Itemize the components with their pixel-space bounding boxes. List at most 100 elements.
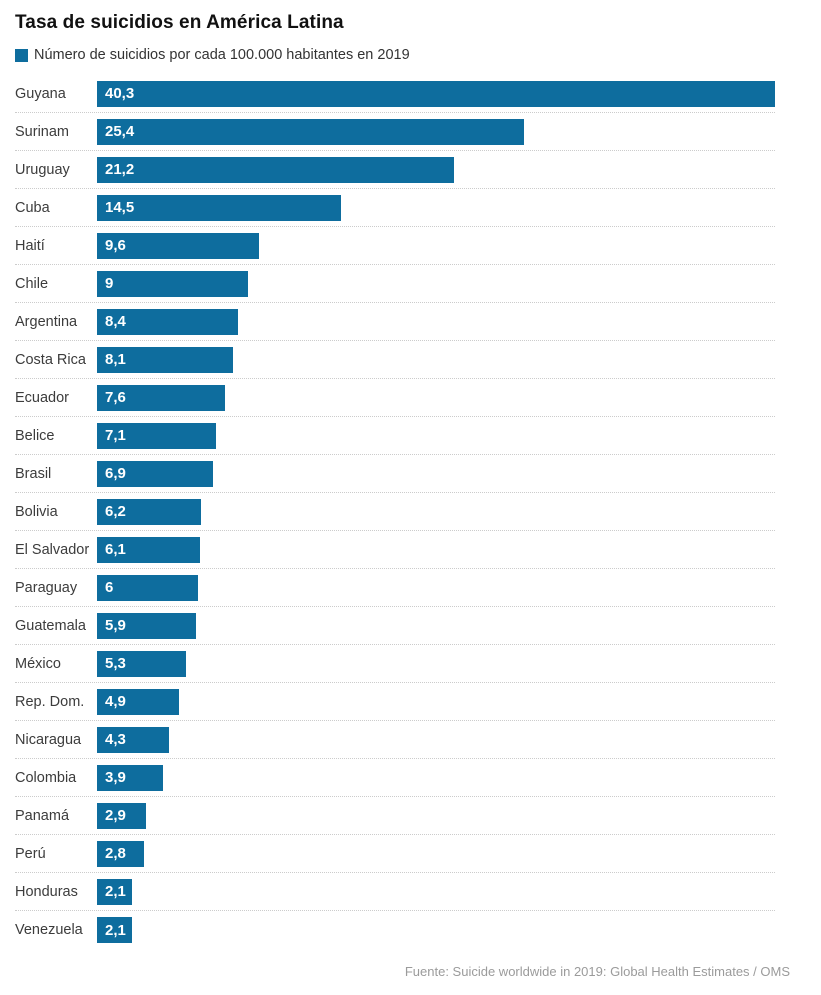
value-label: 6,1 <box>105 541 126 558</box>
chart-row: Haití 9,6 <box>15 227 775 265</box>
country-label: Costa Rica <box>15 351 86 368</box>
value-label: 21,2 <box>105 161 135 178</box>
bar-track: 14,5 <box>97 194 775 221</box>
bar-track: 3,9 <box>97 764 775 791</box>
value-label: 4,9 <box>105 693 126 710</box>
value-bar: 8,1 <box>97 346 234 373</box>
country-label: Argentina <box>15 313 78 330</box>
value-bar: 6,2 <box>97 498 202 525</box>
bar-track: 8,1 <box>97 346 775 373</box>
legend-label: Número de suicidios por cada 100.000 hab… <box>34 47 410 63</box>
value-label: 8,4 <box>105 313 126 330</box>
value-bar: 40,3 <box>97 80 775 107</box>
chart-row: México 5,3 <box>15 645 775 683</box>
chart-row: Brasil 6,9 <box>15 455 775 493</box>
value-bar: 25,4 <box>97 118 525 145</box>
bar-track: 21,2 <box>97 156 775 183</box>
value-label: 5,9 <box>105 617 126 634</box>
bar-track: 9 <box>97 270 775 297</box>
bar-track: 2,1 <box>97 878 775 905</box>
country-label: El Salvador <box>15 541 90 558</box>
value-bar: 6,9 <box>97 460 214 487</box>
country-label: Cuba <box>15 199 50 216</box>
bar-track: 40,3 <box>97 80 775 107</box>
value-label: 6,2 <box>105 503 126 520</box>
chart-row: Chile 9 <box>15 265 775 303</box>
country-label: México <box>15 655 61 672</box>
chart-row: El Salvador 6,1 <box>15 531 775 569</box>
value-bar: 2,8 <box>97 840 145 867</box>
value-bar: 8,4 <box>97 308 239 335</box>
country-label: Venezuela <box>15 922 83 938</box>
bar-track: 2,1 <box>97 917 775 943</box>
chart-row: Honduras 2,1 <box>15 873 775 911</box>
bar-track: 6,9 <box>97 460 775 487</box>
value-bar: 2,1 <box>97 878 133 905</box>
value-bar: 5,9 <box>97 612 197 639</box>
bar-track: 8,4 <box>97 308 775 335</box>
chart-row: Costa Rica 8,1 <box>15 341 775 379</box>
chart-row: Argentina 8,4 <box>15 303 775 341</box>
value-label: 40,3 <box>105 85 135 102</box>
chart-row: Cuba 14,5 <box>15 189 775 227</box>
country-label: Bolivia <box>15 503 58 520</box>
value-label: 7,6 <box>105 389 126 406</box>
value-bar: 4,3 <box>97 726 170 753</box>
chart-row: Venezuela 2,1 <box>15 911 775 949</box>
value-bar: 7,6 <box>97 384 225 411</box>
bar-track: 25,4 <box>97 118 775 145</box>
country-label: Paraguay <box>15 579 78 596</box>
bar-track: 7,6 <box>97 384 775 411</box>
value-bar: 2,1 <box>97 917 133 943</box>
value-bar: 3,9 <box>97 764 163 791</box>
value-label: 9,6 <box>105 237 126 254</box>
value-bar: 9 <box>97 270 249 297</box>
bar-track: 9,6 <box>97 232 775 259</box>
country-label: Rep. Dom. <box>15 693 85 710</box>
bar-track: 2,9 <box>97 802 775 829</box>
country-label: Belice <box>15 427 55 444</box>
value-label: 8,1 <box>105 351 126 368</box>
chart-row: Uruguay 21,2 <box>15 151 775 189</box>
bar-track: 7,1 <box>97 422 775 449</box>
country-label: Chile <box>15 275 49 292</box>
value-label: 2,9 <box>105 807 126 824</box>
value-label: 5,3 <box>105 655 126 672</box>
bar-track: 4,3 <box>97 726 775 753</box>
value-label: 14,5 <box>105 199 135 216</box>
chart-row: Perú 2,8 <box>15 835 775 873</box>
country-label: Surinam <box>15 123 69 140</box>
country-label: Colombia <box>15 769 77 786</box>
country-label: Honduras <box>15 883 78 900</box>
value-bar: 4,9 <box>97 688 180 715</box>
value-bar: 6 <box>97 574 198 601</box>
value-label: 6 <box>105 579 114 596</box>
chart-row: Guatemala 5,9 <box>15 607 775 645</box>
chart-row: Nicaragua 4,3 <box>15 721 775 759</box>
value-bar: 21,2 <box>97 156 454 183</box>
chart-row: Bolivia 6,2 <box>15 493 775 531</box>
chart-row: Colombia 3,9 <box>15 759 775 797</box>
value-label: 2,1 <box>105 921 126 939</box>
value-label: 2,8 <box>105 845 126 862</box>
value-label: 4,3 <box>105 731 126 748</box>
chart-row: Guyana 40,3 <box>15 75 775 113</box>
country-label: Uruguay <box>15 161 70 178</box>
value-bar: 14,5 <box>97 194 341 221</box>
source-note: Fuente: Suicide worldwide in 2019: Globa… <box>404 964 790 979</box>
bar-track: 4,9 <box>97 688 775 715</box>
value-bar: 6,1 <box>97 536 200 563</box>
value-bar: 5,3 <box>97 650 187 677</box>
country-label: Guatemala <box>15 617 86 634</box>
chart-row: Paraguay 6 <box>15 569 775 607</box>
country-label: Panamá <box>15 807 70 824</box>
bar-track: 6,1 <box>97 536 775 563</box>
country-label: Haití <box>15 237 45 254</box>
value-label: 7,1 <box>105 427 126 444</box>
country-label: Nicaragua <box>15 731 82 748</box>
country-label: Ecuador <box>15 389 70 406</box>
legend-swatch <box>15 48 28 62</box>
value-bar: 7,1 <box>97 422 217 449</box>
value-label: 2,1 <box>105 883 126 900</box>
chart-row: Rep. Dom. 4,9 <box>15 683 775 721</box>
